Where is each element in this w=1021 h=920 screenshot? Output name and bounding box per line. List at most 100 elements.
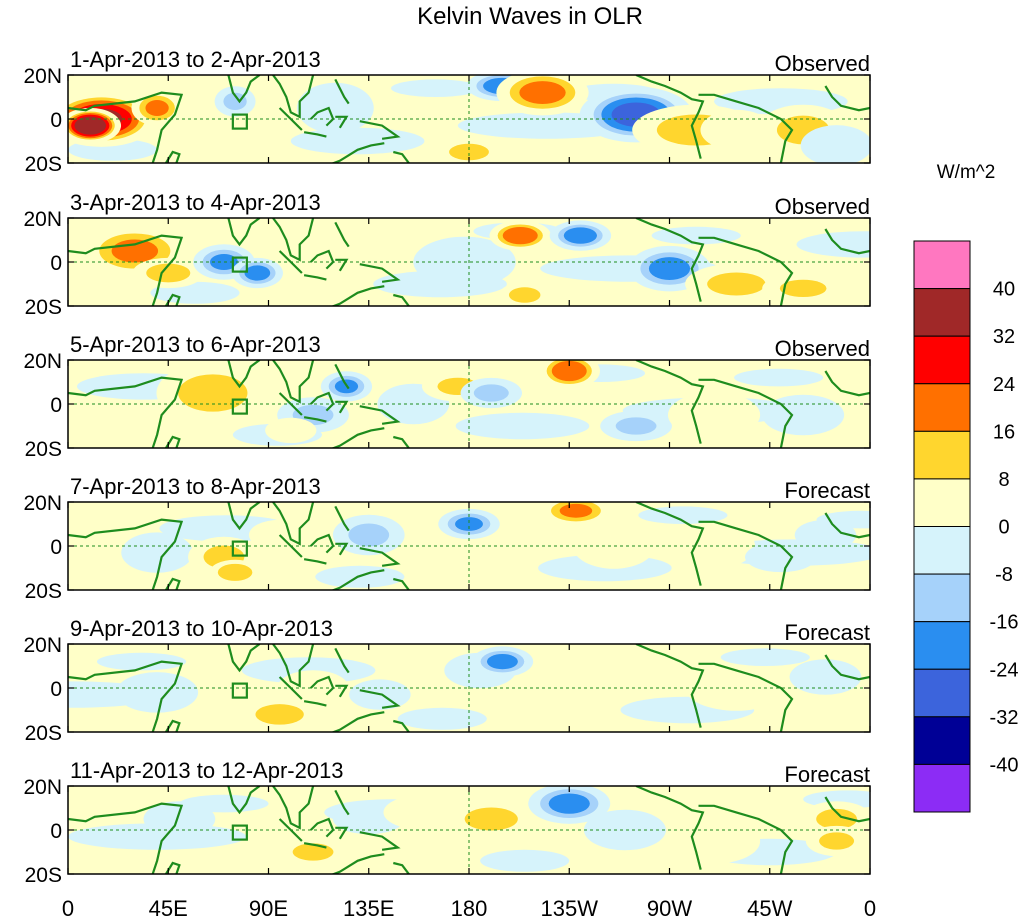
y-tick-label: 20S: [25, 580, 62, 603]
colorbar-label: -16: [990, 612, 1019, 634]
x-tick-label: 0: [864, 896, 876, 920]
panel-2: 20N 0 20S 3-Apr-2013 to 4-Apr-2013 Observed: [23, 190, 871, 319]
panel-date-range: 11-Apr-2013 to 12-Apr-2013: [70, 758, 344, 783]
anomaly-contour: [145, 99, 169, 117]
y-tick-label: 20S: [25, 864, 62, 887]
x-axis: 0 45E 90E 135E 180 135W 90W 45W 0: [62, 896, 876, 920]
weak-anomaly-patch: [734, 368, 824, 387]
coastline: [330, 285, 385, 306]
island-outline: [231, 824, 248, 841]
y-tick-label: 20N: [23, 492, 62, 515]
coastline: [303, 274, 327, 281]
colorbar-swatch: [913, 668, 971, 718]
island-outline: [231, 398, 248, 415]
coastline: [359, 405, 401, 425]
anomaly-contour: [296, 82, 374, 134]
anomaly-contour: [745, 541, 817, 573]
coastline: [824, 85, 870, 112]
colorbar-label: 32: [993, 326, 1015, 348]
anomaly-contour: [116, 672, 199, 713]
colorbar-swatch: [913, 716, 971, 765]
coastline: [334, 363, 350, 390]
anomaly-contour: [143, 801, 216, 837]
coastline: [272, 502, 315, 546]
anomaly-contour: [277, 670, 349, 706]
coastline: [359, 120, 401, 140]
colorbar-swatch: [913, 573, 971, 623]
coastline: [272, 786, 315, 830]
weak-anomaly-patch: [391, 79, 481, 97]
x-tick-label: 45W: [747, 896, 792, 920]
coastline: [330, 142, 385, 163]
x-tick-label: 0: [62, 896, 74, 920]
y-tick-label: 20S: [25, 296, 62, 319]
anomaly-contour: [508, 287, 541, 303]
anomaly-contour: [473, 384, 509, 402]
y-tick-label: 0: [50, 252, 62, 275]
anomaly-contour: [255, 704, 304, 725]
colorbar: W/m^2 40 32 24 16 8 0 -8 -16 -24 -32 -40: [913, 162, 1019, 813]
weak-anomaly-patch: [796, 231, 870, 258]
coastline: [334, 78, 350, 105]
y-tick-label: 0: [50, 820, 62, 843]
coastline: [165, 719, 181, 732]
anomaly-contour: [178, 374, 248, 412]
coastline: [635, 644, 705, 728]
panel-source-label: Forecast: [784, 620, 870, 645]
x-tick-label: 90W: [647, 896, 692, 920]
panel-source-label: Forecast: [784, 762, 870, 787]
coastline: [68, 234, 184, 306]
coastline: [698, 662, 794, 732]
weak-anomaly-patch: [720, 648, 810, 666]
coastline: [824, 370, 870, 397]
panel-plot-area: [68, 644, 870, 732]
anomaly-contour: [667, 818, 761, 864]
island-outline: [231, 540, 248, 557]
panel-source-label: Observed: [775, 194, 870, 219]
anomaly-contour: [794, 519, 857, 551]
coastline: [303, 416, 327, 423]
coastline: [165, 861, 181, 874]
anomaly-contour: [223, 92, 247, 111]
coastline: [303, 842, 327, 849]
coastline: [335, 684, 349, 698]
colorbar-label: 8: [998, 469, 1009, 491]
panel-date-range: 3-Apr-2013 to 4-Apr-2013: [70, 190, 321, 215]
colorbar-label: 40: [993, 279, 1015, 301]
colorbar-units-label: W/m^2: [937, 162, 996, 183]
coastline: [227, 502, 261, 531]
weak-anomaly-patch: [290, 127, 425, 155]
y-tick-label: 20N: [23, 208, 62, 231]
anomaly-contour: [348, 523, 390, 547]
weak-anomaly-patch: [455, 412, 590, 440]
coastline: [68, 660, 184, 732]
anomaly-contour: [707, 272, 766, 296]
coastline: [824, 654, 870, 681]
coastline: [227, 644, 261, 673]
coastline: [310, 391, 335, 412]
anomaly-contour: [779, 279, 827, 298]
anomaly-contour: [819, 832, 855, 850]
anomaly-contour: [486, 653, 518, 670]
coastline: [272, 75, 315, 119]
coastline: [393, 150, 410, 163]
coastline: [334, 647, 350, 674]
anomaly-contour: [74, 116, 107, 135]
anomaly-contour: [548, 793, 590, 814]
panel-date-range: 5-Apr-2013 to 6-Apr-2013: [70, 332, 321, 357]
x-tick-label: 135W: [541, 896, 599, 920]
y-tick-label: 20S: [25, 153, 62, 176]
coastline: [310, 106, 335, 127]
anomaly-contour: [383, 794, 466, 831]
coastline: [635, 360, 705, 444]
coastline: [635, 75, 705, 159]
colorbar-label: 0: [998, 517, 1009, 539]
coastline: [393, 577, 410, 590]
coastline: [824, 796, 870, 823]
anomaly-contour: [583, 809, 666, 851]
coastline: [334, 221, 350, 248]
coastline: [272, 644, 315, 688]
coastline: [165, 150, 181, 163]
chart-title: Kelvin Waves in OLR: [417, 3, 643, 30]
coastline: [334, 789, 350, 816]
